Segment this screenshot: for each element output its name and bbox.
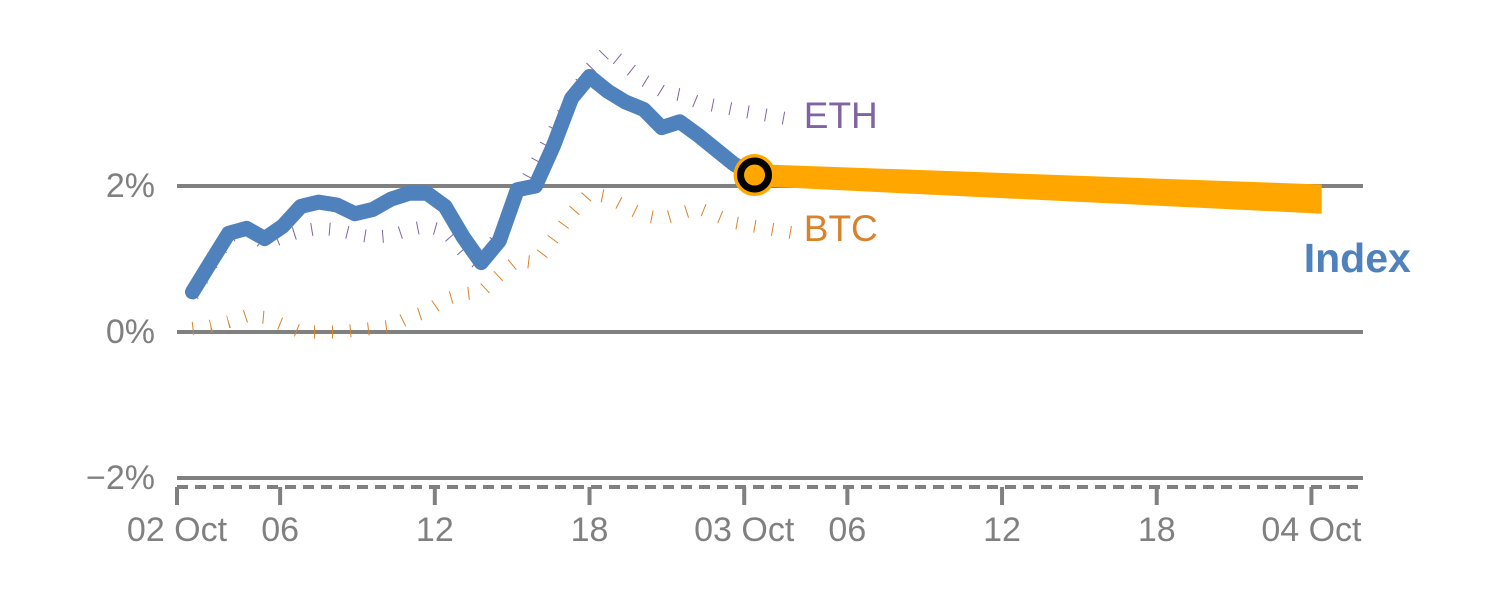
series-line-eth[interactable] — [186, 42, 797, 299]
series-label-eth: ETH — [803, 95, 878, 137]
x-axis-tick-label: 03 Oct — [694, 511, 795, 549]
y-axis-tick-label: 0% — [105, 313, 155, 351]
series-line-index[interactable] — [185, 69, 762, 300]
x-axis-tick-label: 06 — [828, 511, 867, 549]
y-axis-tick-label: −2% — [86, 459, 155, 497]
forecast-cone-shape — [754, 164, 1322, 214]
forecast-start-marker[interactable] — [733, 154, 776, 197]
marker-ring[interactable] — [737, 157, 773, 193]
x-axis-tick-label: 06 — [261, 511, 300, 549]
axis-ticks-group — [175, 487, 1314, 505]
x-axis-tick-label: 12 — [983, 511, 1021, 549]
x-axis-tick-label: 18 — [1137, 511, 1176, 549]
y-axis-tick-label: 2% — [105, 167, 155, 205]
x-axis-tick-label: 18 — [570, 511, 609, 549]
line-path-index — [185, 69, 762, 300]
gridlines-group — [177, 184, 1363, 480]
series-label-index: Index — [1303, 234, 1411, 281]
x-axis-tick-label: 02 Oct — [126, 511, 228, 549]
dotted-path-btc — [191, 186, 797, 339]
x-axis-tick-label: 04 Oct — [1261, 511, 1362, 549]
forecast-cone — [754, 164, 1322, 214]
series-label-btc: BTC — [803, 208, 878, 250]
series-line-btc[interactable] — [191, 186, 797, 339]
dotted-path-eth — [186, 42, 797, 299]
x-axis-tick-label: 12 — [415, 511, 454, 549]
